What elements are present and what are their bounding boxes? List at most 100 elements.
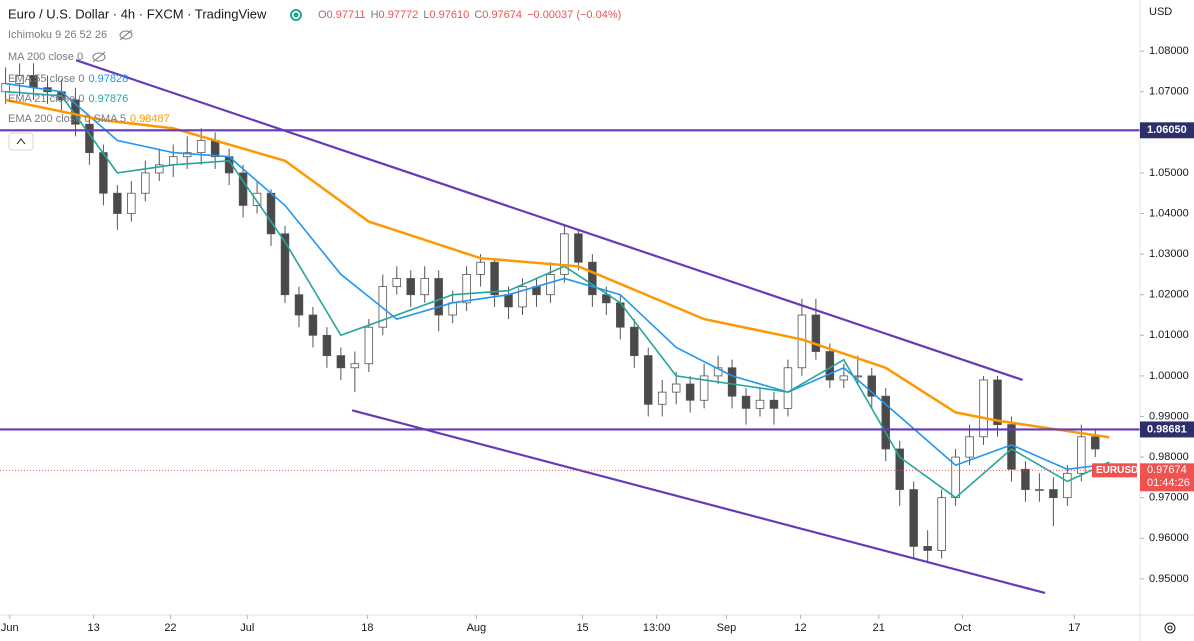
candle-body [1091,436,1100,450]
candle-body [657,391,667,405]
candle-body [252,192,262,206]
candle-body [127,192,136,214]
candle-body [671,383,681,393]
ohlc-label: O [318,9,327,21]
candle-body [993,379,1002,426]
y-tick-label: 1.05000 [1149,167,1189,179]
candle-body [504,294,513,308]
legend-value: 0.97876 [88,93,128,105]
x-tick-label: Jul [240,622,254,634]
candle-body [99,152,108,194]
candle-body [755,399,765,409]
level-tag [1140,122,1194,139]
candle-body [727,367,737,397]
indicator-label[interactable]: Ichimoku 9 26 52 26 [8,29,107,41]
candle-body [602,294,611,304]
candle-body [811,314,821,352]
change: −0.00037 (−0.04%) [527,9,621,21]
ohlc-value: 0.97610 [429,9,469,21]
candle-body [741,395,751,409]
currency[interactable]: USD [1149,6,1172,18]
x-tick-label: Oct [954,622,971,634]
candle-body [685,383,695,401]
legend-name: EMA 55 close 0 [8,73,84,85]
candle-body [490,261,499,296]
legend-name: EMA 200 close 0 SMA 5 [8,113,126,125]
candle-body [783,367,793,409]
y-tick-label: 1.01000 [1149,329,1189,341]
plot-area [0,59,1140,595]
ohlc-value: 0.97772 [379,9,419,21]
ohlc-value: 0.97711 [327,9,366,21]
candle-body [350,363,360,369]
x-tick-label: 18 [361,622,373,634]
candle-body [406,278,415,296]
legend-entry: EMA 21 close 0 0.97876 [8,93,128,105]
candle-body [336,355,346,369]
y-tick-label: 0.97000 [1149,492,1189,504]
candle-body [448,302,457,316]
level-label: 1.06050 [1147,124,1187,136]
legend-value: 0.98487 [130,113,170,125]
candle-body [867,375,877,397]
candle-body [839,375,849,381]
candle-body [196,140,206,154]
candle-body [1007,424,1016,470]
collapse-button[interactable] [8,132,34,151]
candle-body [909,489,918,547]
candle-body [113,192,122,214]
candle-body [308,314,318,336]
candle-body [560,233,569,275]
legend-name: EMA 21 close 0 [8,93,84,105]
candle-body [937,497,946,551]
candle-body [266,192,276,235]
ema-line [5,82,1110,471]
candle-body [1,83,10,93]
x-tick-label: Jun [1,622,19,634]
candle-body [141,172,150,194]
y-tick-label: 1.02000 [1149,289,1189,301]
level-tag [1140,421,1194,438]
legend: EMA 55 close 0 0.97828 EMA 21 close 0 0.978… [8,73,170,125]
ohlc-label: H [371,9,379,21]
symbol-title: Euro / U.S. Dollar · 4h · FXCM · Trading… [8,6,267,21]
candle-body [588,261,597,296]
x-tick-label: Aug [467,622,487,634]
legend-entry: EMA 200 close 0 SMA 5 0.98487 [8,113,170,125]
candle-body [713,367,723,377]
x-tick-label: 21 [873,622,885,634]
candle-body [643,355,653,405]
x-tick-label: 22 [164,622,176,634]
ema-line [5,98,1110,439]
y-tick-label: 1.04000 [1149,207,1189,219]
level-label: 0.98681 [1147,423,1187,435]
ohlc-value: 0.97674 [482,9,522,21]
candle-body [392,278,402,287]
candle-body [630,326,639,357]
candle-body [574,233,583,263]
symbol-tag [1092,463,1137,478]
trend-line [351,409,1046,595]
x-tick-label: 15 [576,622,588,634]
candle-body [1035,489,1044,491]
candle-body [518,286,527,308]
candle-body [1021,468,1030,490]
last-price-label: 0.97674 [1147,464,1187,476]
candle-body [895,448,904,490]
market-status-dot [293,12,299,18]
y-tick-label: 0.98000 [1149,451,1189,463]
indicator-label[interactable]: MA 200 close 0 [8,51,83,63]
hidden-icon[interactable] [92,29,133,63]
collapse-icon [16,138,26,145]
candle-body [210,140,220,158]
y-tick-label: 1.03000 [1149,248,1189,260]
candle-body [364,326,374,365]
x-tick-label: 17 [1068,622,1080,634]
x-tick-label: Sep [717,622,737,634]
settings-icon[interactable] [1164,622,1176,634]
candle-body [15,75,24,85]
y-tick-label: 0.99000 [1149,410,1189,422]
candle-body [238,172,248,206]
